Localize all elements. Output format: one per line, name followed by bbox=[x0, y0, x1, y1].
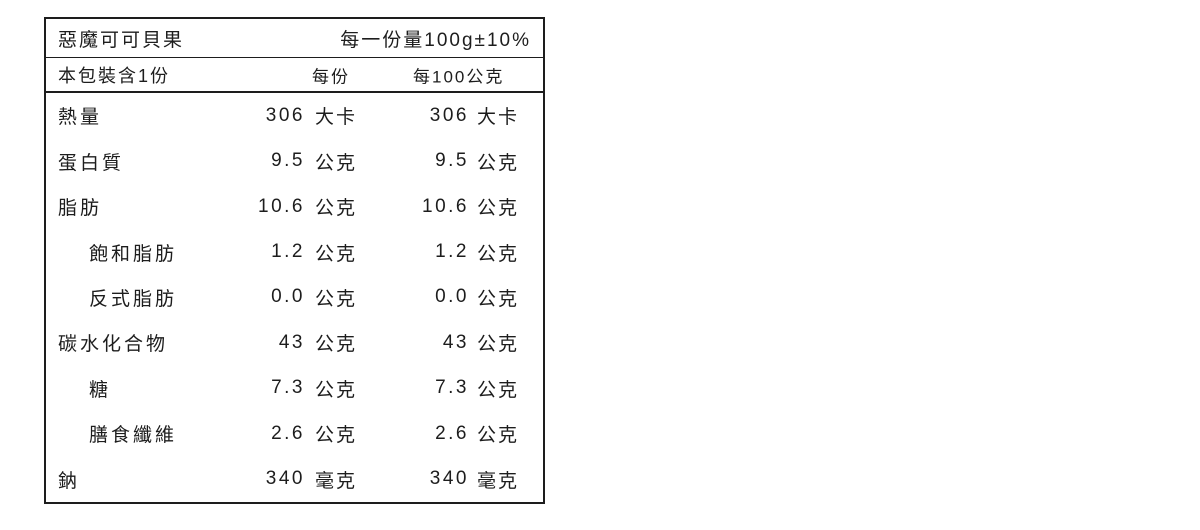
per-100g-unit: 公克 bbox=[477, 152, 520, 174]
per-serving-unit: 公克 bbox=[315, 334, 358, 356]
table-row: 飽和脂肪 1.2 公克 1.2 公克 bbox=[46, 229, 543, 274]
per-serving-unit: 公克 bbox=[315, 198, 358, 220]
per-serving-value: 306 bbox=[265, 104, 305, 126]
per-serving-value: 2.6 bbox=[271, 422, 305, 444]
column-header-per-100g: 每100公克 bbox=[413, 67, 505, 86]
per-100g-value: 0.0 bbox=[435, 286, 469, 308]
label-title-row: 惡魔可可貝果 每一份量100g±10% bbox=[46, 19, 543, 58]
per-100g-unit: 大卡 bbox=[477, 107, 520, 129]
nutrient-name: 碳水化合物 bbox=[58, 334, 169, 356]
per-serving-value: 9.5 bbox=[271, 150, 305, 172]
table-row: 脂肪 10.6 公克 10.6 公克 bbox=[46, 184, 543, 229]
per-serving-unit: 公克 bbox=[315, 152, 358, 174]
per-100g-value: 10.6 bbox=[422, 195, 469, 217]
per-serving-unit: 毫克 bbox=[315, 470, 358, 492]
per-serving-unit: 公克 bbox=[315, 243, 358, 265]
nutrient-name: 飽和脂肪 bbox=[89, 243, 178, 265]
per-serving-value: 43 bbox=[278, 331, 305, 353]
table-row: 鈉 340 毫克 340 毫克 bbox=[46, 457, 543, 502]
per-serving-value: 1.2 bbox=[271, 241, 305, 263]
nutrition-facts-label: 惡魔可可貝果 每一份量100g±10% 本包裝含1份 每份 每100公克 熱量 … bbox=[44, 17, 545, 504]
table-row: 碳水化合物 43 公克 43 公克 bbox=[46, 320, 543, 365]
table-row: 熱量 306 大卡 306 大卡 bbox=[46, 93, 543, 138]
nutrient-name: 反式脂肪 bbox=[89, 288, 178, 310]
per-serving-unit: 公克 bbox=[315, 379, 358, 401]
table-row: 反式脂肪 0.0 公克 0.0 公克 bbox=[46, 275, 543, 320]
table-row: 蛋白質 9.5 公克 9.5 公克 bbox=[46, 138, 543, 183]
per-100g-value: 7.3 bbox=[435, 377, 469, 399]
table-row: 糖 7.3 公克 7.3 公克 bbox=[46, 366, 543, 411]
table-row: 膳食纖維 2.6 公克 2.6 公克 bbox=[46, 411, 543, 456]
per-100g-unit: 公克 bbox=[477, 243, 520, 265]
per-serving-value: 7.3 bbox=[271, 377, 305, 399]
per-serving-unit: 大卡 bbox=[315, 107, 358, 129]
per-serving-value: 0.0 bbox=[271, 286, 305, 308]
nutrient-name: 蛋白質 bbox=[58, 152, 125, 174]
per-100g-unit: 公克 bbox=[477, 288, 520, 310]
per-serving-value: 10.6 bbox=[258, 195, 305, 217]
product-name: 惡魔可可貝果 bbox=[58, 29, 185, 51]
per-100g-unit: 公克 bbox=[477, 379, 520, 401]
per-100g-unit: 公克 bbox=[477, 334, 520, 356]
servings-per-package: 本包裝含1份 bbox=[58, 65, 171, 86]
per-100g-unit: 毫克 bbox=[477, 470, 520, 492]
per-serving-unit: 公克 bbox=[315, 425, 358, 447]
per-100g-value: 2.6 bbox=[435, 422, 469, 444]
column-header-per-serving: 每份 bbox=[312, 67, 350, 86]
nutrient-rows: 熱量 306 大卡 306 大卡 蛋白質 9.5 公克 9.5 公克 脂肪 10… bbox=[46, 93, 543, 502]
nutrient-name: 鈉 bbox=[58, 470, 81, 492]
per-100g-unit: 公克 bbox=[477, 198, 520, 220]
column-header-row: 本包裝含1份 每份 每100公克 bbox=[46, 58, 543, 93]
nutrient-name: 脂肪 bbox=[58, 198, 103, 220]
per-100g-value: 1.2 bbox=[435, 241, 469, 263]
nutrient-name: 糖 bbox=[89, 379, 112, 401]
nutrient-name: 膳食纖維 bbox=[89, 425, 178, 447]
per-100g-value: 340 bbox=[429, 468, 469, 490]
per-100g-unit: 公克 bbox=[477, 425, 520, 447]
per-serving-value: 340 bbox=[265, 468, 305, 490]
serving-size: 每一份量100g±10% bbox=[340, 29, 531, 51]
per-100g-value: 9.5 bbox=[435, 150, 469, 172]
per-serving-unit: 公克 bbox=[315, 288, 358, 310]
per-100g-value: 306 bbox=[429, 104, 469, 126]
nutrient-name: 熱量 bbox=[58, 107, 103, 129]
per-100g-value: 43 bbox=[442, 331, 469, 353]
